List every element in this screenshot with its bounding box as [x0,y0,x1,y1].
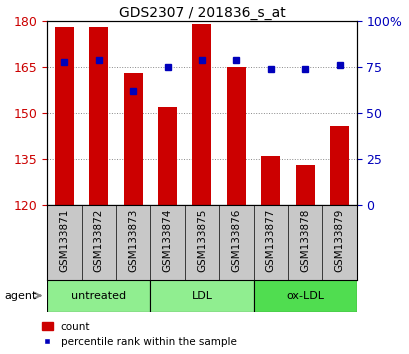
Text: GSM133879: GSM133879 [334,209,344,273]
Bar [329,126,348,205]
Bar [89,27,108,205]
Text: LDL: LDL [191,291,212,301]
Title: GDS2307 / 201836_s_at: GDS2307 / 201836_s_at [118,6,285,20]
Bar [261,156,279,205]
Text: GSM133875: GSM133875 [196,209,207,273]
Text: agent: agent [4,291,36,301]
Text: GSM133872: GSM133872 [94,209,103,273]
Legend: count, percentile rank within the sample: count, percentile rank within the sample [42,322,236,347]
Bar [192,24,211,205]
Bar [226,67,245,205]
Text: GSM133871: GSM133871 [59,209,69,273]
Text: untreated: untreated [71,291,126,301]
Text: GSM133876: GSM133876 [231,209,241,273]
Bar [253,280,356,312]
Bar [150,280,253,312]
Bar [47,280,150,312]
Text: ox-LDL: ox-LDL [285,291,324,301]
Text: GSM133874: GSM133874 [162,209,172,273]
Text: GSM133873: GSM133873 [128,209,138,273]
Bar [295,165,314,205]
Text: GSM133878: GSM133878 [299,209,309,273]
Bar [158,107,177,205]
Bar [55,27,74,205]
Bar [124,73,142,205]
Text: GSM133877: GSM133877 [265,209,275,273]
